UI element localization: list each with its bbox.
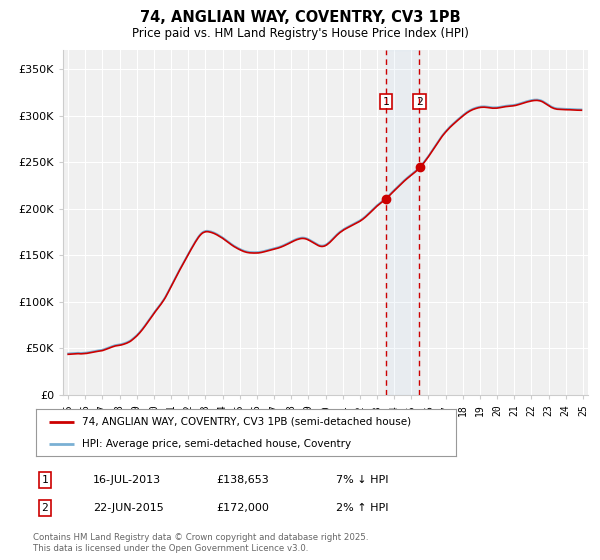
Text: 7% ↓ HPI: 7% ↓ HPI — [336, 475, 389, 485]
Text: 22-JUN-2015: 22-JUN-2015 — [93, 503, 164, 513]
Text: 1: 1 — [41, 475, 49, 485]
Text: 74, ANGLIAN WAY, COVENTRY, CV3 1PB: 74, ANGLIAN WAY, COVENTRY, CV3 1PB — [140, 10, 460, 25]
Text: 74, ANGLIAN WAY, COVENTRY, CV3 1PB (semi-detached house): 74, ANGLIAN WAY, COVENTRY, CV3 1PB (semi… — [82, 417, 412, 427]
Text: HPI: Average price, semi-detached house, Coventry: HPI: Average price, semi-detached house,… — [82, 438, 352, 449]
Text: £172,000: £172,000 — [216, 503, 269, 513]
Text: 1: 1 — [383, 96, 389, 106]
Bar — [386, 50, 419, 395]
Text: 2% ↑ HPI: 2% ↑ HPI — [336, 503, 389, 513]
Text: Price paid vs. HM Land Registry's House Price Index (HPI): Price paid vs. HM Land Registry's House … — [131, 27, 469, 40]
Text: 2: 2 — [41, 503, 49, 513]
Text: £138,653: £138,653 — [216, 475, 269, 485]
Text: 2: 2 — [416, 96, 423, 106]
Text: Contains HM Land Registry data © Crown copyright and database right 2025.
This d: Contains HM Land Registry data © Crown c… — [33, 533, 368, 553]
Text: 16-JUL-2013: 16-JUL-2013 — [93, 475, 161, 485]
